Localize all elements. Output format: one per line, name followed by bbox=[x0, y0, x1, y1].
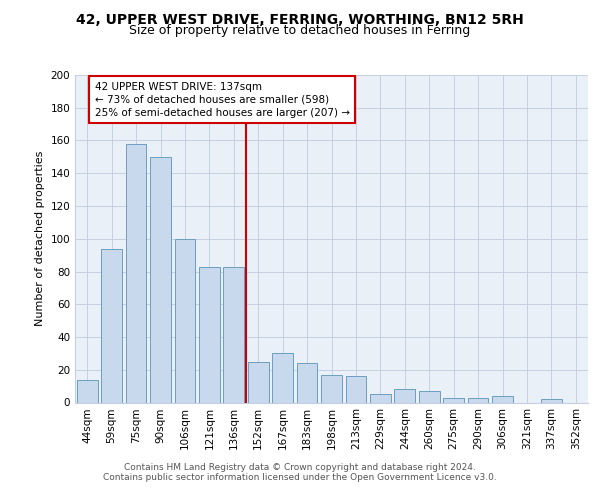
Bar bbox=[125, 144, 146, 403]
Bar bbox=[77, 380, 98, 402]
Bar bbox=[394, 390, 415, 402]
Bar bbox=[419, 391, 440, 402]
Text: Contains HM Land Registry data © Crown copyright and database right 2024.: Contains HM Land Registry data © Crown c… bbox=[124, 462, 476, 471]
Bar bbox=[150, 157, 171, 402]
Bar bbox=[199, 266, 220, 402]
Bar bbox=[370, 394, 391, 402]
Bar bbox=[321, 374, 342, 402]
Bar bbox=[541, 399, 562, 402]
Bar bbox=[101, 248, 122, 402]
Text: 42 UPPER WEST DRIVE: 137sqm
← 73% of detached houses are smaller (598)
25% of se: 42 UPPER WEST DRIVE: 137sqm ← 73% of det… bbox=[95, 82, 350, 118]
Text: 42, UPPER WEST DRIVE, FERRING, WORTHING, BN12 5RH: 42, UPPER WEST DRIVE, FERRING, WORTHING,… bbox=[76, 12, 524, 26]
Bar bbox=[248, 362, 269, 403]
Bar bbox=[492, 396, 513, 402]
Bar bbox=[467, 398, 488, 402]
Bar bbox=[346, 376, 367, 402]
Bar bbox=[223, 266, 244, 402]
Bar bbox=[443, 398, 464, 402]
Text: Size of property relative to detached houses in Ferring: Size of property relative to detached ho… bbox=[130, 24, 470, 37]
Bar bbox=[175, 239, 196, 402]
Y-axis label: Number of detached properties: Number of detached properties bbox=[35, 151, 45, 326]
Bar bbox=[272, 354, 293, 403]
Bar bbox=[296, 363, 317, 403]
Text: Contains public sector information licensed under the Open Government Licence v3: Contains public sector information licen… bbox=[103, 472, 497, 482]
